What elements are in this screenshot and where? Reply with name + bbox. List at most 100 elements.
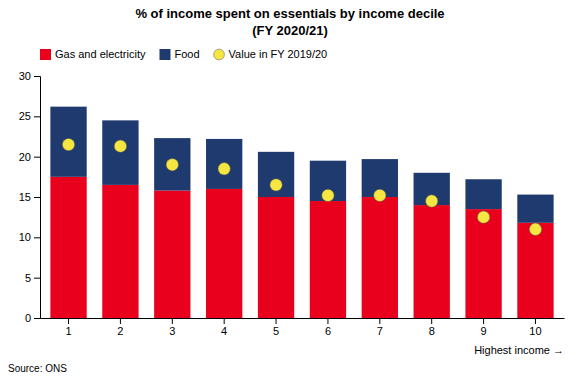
x-tick-mark [224,318,225,324]
x-tick-label: 1 [65,325,71,337]
x-tick: 1 [65,318,71,337]
y-tick-mark [34,318,40,319]
x-tick-label: 7 [377,325,383,337]
legend-item: Food [159,48,199,60]
bar [206,189,242,318]
y-tick: 0 [25,312,40,324]
legend-item: Gas and electricity [40,48,146,60]
legend-swatch [159,49,170,60]
legend-swatch [214,49,225,60]
bar [258,152,294,197]
point [374,189,386,201]
y-tick-label: 25 [19,110,31,122]
chart-svg: % of income spent on essentials by incom… [0,0,580,378]
bar [154,138,190,190]
bar [310,161,346,201]
x-tick-label: 3 [169,325,175,337]
bar [50,177,86,318]
legend-label: Value in FY 2019/20 [229,48,328,60]
subtitle: (FY 2020/21) [252,23,328,38]
y-axis-line [34,77,41,319]
y-tick-label: 20 [19,151,31,163]
bar [465,209,501,318]
y-tick-label: 15 [19,191,31,203]
bar [102,120,138,185]
x-tick-mark [68,318,69,324]
x-tick: 9 [481,318,487,337]
bar [258,197,294,318]
x-tick: 10 [529,318,541,337]
x-tick: 2 [117,318,123,337]
x-tick-label: 2 [117,325,123,337]
x-tick-mark [483,318,484,324]
point [529,223,541,235]
y-tick-mark [34,237,40,238]
y-tick-label: 5 [25,272,31,284]
x-axis-line [41,318,565,319]
x-tick: 4 [221,318,227,337]
x-tick-mark [120,318,121,324]
x-tick: 3 [169,318,175,337]
bar [517,195,553,223]
y-tick-mark [34,116,40,117]
bar-series [50,107,553,223]
x-tick-mark [431,318,432,324]
x-tick-mark [379,318,380,324]
chart-container: % of income spent on essentials by incom… [0,0,580,378]
point [426,195,438,207]
bar [517,223,553,318]
x-axis-title: Highest income → [474,344,564,356]
y-tick: 30 [19,70,40,82]
bar [50,107,86,177]
x-tick-label: 9 [481,325,487,337]
x-tick: 8 [429,318,435,337]
point [322,189,334,201]
bar [206,139,242,189]
y-tick-mark [34,76,40,77]
legend-label: Food [174,48,199,60]
bar-series [50,177,553,318]
x-tick: 5 [273,318,279,337]
x-tick-label: 6 [325,325,331,337]
bar [102,185,138,318]
annotation: Source: ONS [8,363,67,374]
point-series [62,138,541,235]
x-tick-label: 4 [221,325,227,337]
y-tick: 25 [19,110,40,122]
point [218,163,230,175]
marks [50,107,553,318]
legend: Gas and electricity Food Value in FY 2019/… [40,48,327,60]
y-tick-label: 10 [19,231,31,243]
x-tick: 7 [377,318,383,337]
y-tick-mark [34,278,40,279]
y-axis: 0 5 10 15 20 25 30 [19,70,41,324]
bar [362,197,398,318]
y-tick: 20 [19,151,40,163]
x-tick: 6 [325,318,331,337]
y-tick: 15 [19,191,40,203]
x-tick-label: 5 [273,325,279,337]
legend-swatch [40,49,51,60]
y-tick-mark [34,157,40,158]
x-tick-mark [276,318,277,324]
y-tick-label: 30 [19,70,31,82]
legend-label: Gas and electricity [55,48,146,60]
x-axis: 1 2 3 4 5 6 7 8 9 10 [41,318,565,337]
y-tick: 5 [25,272,40,284]
point [166,159,178,171]
title: % of income spent on essentials by incom… [135,6,444,21]
bar [310,201,346,318]
bar [154,191,190,318]
y-tick-label: 0 [25,312,31,324]
x-tick-mark [535,318,536,324]
point [62,138,74,150]
x-tick-mark [327,318,328,324]
y-tick-mark [34,197,40,198]
point [114,140,126,152]
bar [414,205,450,318]
point [477,211,489,223]
x-tick-label: 10 [529,325,541,337]
legend-item: Value in FY 2019/20 [214,48,328,60]
point [270,179,282,191]
x-tick-mark [172,318,173,324]
